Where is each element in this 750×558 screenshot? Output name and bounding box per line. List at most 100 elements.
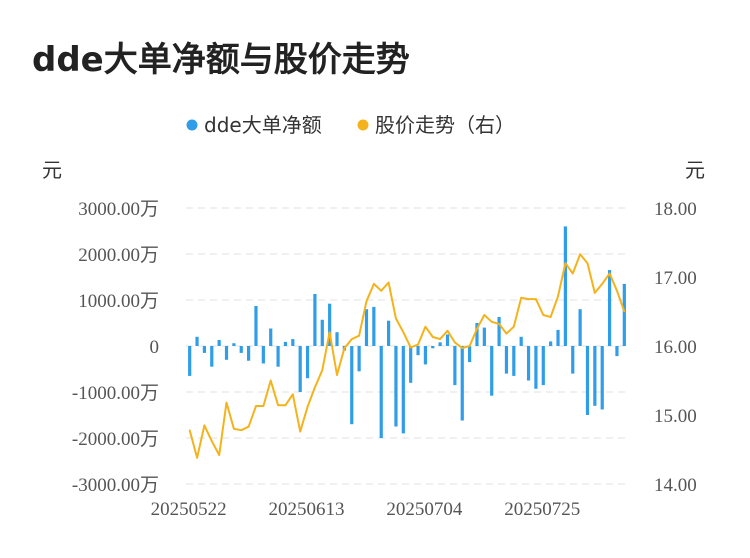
price-point <box>358 334 360 337</box>
dde-bar <box>283 341 288 346</box>
dde-bar <box>453 346 457 386</box>
axis-labels: 3000.00万 2000.00万 1000.00万 0 -1000.00万 -2000.… <box>72 199 697 520</box>
dde-bar <box>217 340 221 346</box>
price-point <box>196 456 198 459</box>
price-point <box>328 331 331 334</box>
dde-bar <box>593 346 597 406</box>
dde-bar <box>335 332 339 346</box>
right-tick-label: 14.00 <box>654 475 697 496</box>
dde-bar <box>210 346 214 367</box>
x-tick-label: 20250725 <box>504 499 580 520</box>
price-point <box>446 330 449 332</box>
price-point <box>336 374 338 376</box>
price-point <box>188 429 191 431</box>
price-point <box>623 310 626 313</box>
dde-bar <box>195 336 199 346</box>
dde-bar <box>563 226 567 346</box>
price-point <box>520 296 522 299</box>
dde-bar <box>497 317 501 346</box>
grid-lines <box>186 207 628 485</box>
price-point <box>255 405 257 407</box>
x-tick-label: 20250522 <box>151 499 227 520</box>
price-point <box>476 327 478 330</box>
price-point <box>240 429 243 431</box>
price-point <box>527 298 530 300</box>
dde-bar <box>526 346 531 381</box>
dde-bar <box>519 336 523 346</box>
dde-bar <box>571 346 575 374</box>
right-tick-label: 15.00 <box>654 406 697 427</box>
dde-bar <box>578 309 582 346</box>
legend[interactable]: dde大单净额 股价走势（右） <box>186 113 516 137</box>
price-point <box>203 424 206 427</box>
left-tick-label: -3000.00万 <box>72 475 159 496</box>
dde-bar <box>600 346 604 410</box>
price-point <box>277 404 279 407</box>
dde-bar <box>504 346 509 374</box>
dde-bar <box>298 346 302 392</box>
dde-bar <box>460 346 464 421</box>
dde-bar <box>202 346 207 353</box>
dde-bar <box>364 309 369 346</box>
price-point <box>321 369 324 371</box>
price-point <box>350 338 353 340</box>
dde-bar <box>313 294 317 346</box>
price-point <box>269 379 272 382</box>
legend-label-dde[interactable]: dde大单净额 <box>204 113 322 137</box>
price-point <box>579 253 581 256</box>
dde-bar <box>431 346 435 349</box>
price-point <box>564 262 567 265</box>
left-tick-label: 0 <box>150 337 160 358</box>
legend-marker-price <box>357 119 369 131</box>
dde-bar <box>276 346 280 367</box>
dde-bar <box>585 346 590 415</box>
dde-bar <box>445 334 450 346</box>
price-point <box>549 316 552 318</box>
price-point <box>513 325 515 328</box>
dde-bar <box>328 303 332 346</box>
right-tick-label: 18.00 <box>654 199 697 220</box>
dde-bar <box>409 346 413 383</box>
dde-bar <box>386 320 391 346</box>
dde-bar <box>468 346 472 363</box>
left-tick-label: 2000.00万 <box>78 245 159 266</box>
dde-bar <box>534 346 538 389</box>
dde-bar <box>549 341 553 346</box>
dde-bar <box>490 346 494 396</box>
dde-bar <box>305 346 310 379</box>
legend-label-price[interactable]: 股价走势（右） <box>375 113 515 137</box>
dde-bar <box>188 346 192 376</box>
dde-bar <box>401 346 405 434</box>
price-point <box>417 343 419 346</box>
dde-bar <box>541 346 545 386</box>
right-tick-label: 17.00 <box>654 268 697 289</box>
x-tick-label: 20250704 <box>386 499 463 520</box>
price-point <box>395 317 397 320</box>
price-point <box>387 281 390 284</box>
dde-bar <box>475 323 479 346</box>
price-point <box>292 393 294 396</box>
price-point <box>594 292 596 294</box>
price-point <box>601 283 604 285</box>
dde-bar <box>320 319 324 346</box>
dde-bar <box>239 346 243 353</box>
legend-marker-dde <box>186 119 198 131</box>
dde-bar <box>254 305 258 346</box>
price-point <box>468 345 471 347</box>
right-axis-unit: 元 <box>685 158 705 182</box>
price-point <box>424 325 427 328</box>
dde-bar <box>423 346 428 365</box>
left-axis-unit: 元 <box>42 158 62 182</box>
dde-bar <box>416 346 420 356</box>
price-point <box>365 300 368 302</box>
price-point <box>490 321 493 323</box>
price-point <box>233 428 235 430</box>
dde-bar <box>372 306 376 346</box>
dde-bar <box>622 283 626 346</box>
dde-bar <box>512 346 516 376</box>
x-tick-label: 20250613 <box>269 499 345 520</box>
price-point <box>608 272 611 275</box>
price-point <box>373 283 375 285</box>
left-tick-label: -2000.00万 <box>72 429 159 450</box>
